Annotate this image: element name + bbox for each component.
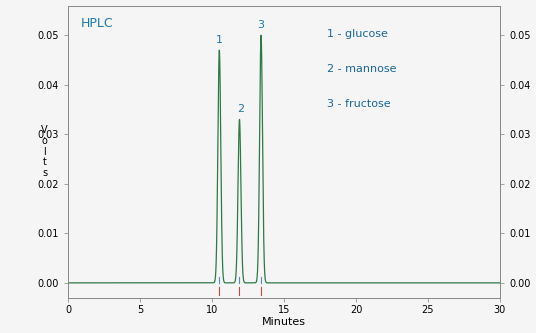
Text: 3 - fructose: 3 - fructose xyxy=(327,99,391,109)
Text: HPLC: HPLC xyxy=(81,17,114,30)
Text: 1 - glucose: 1 - glucose xyxy=(327,29,388,39)
Text: 3: 3 xyxy=(257,20,264,30)
Text: V
o
l
t
s: V o l t s xyxy=(41,125,48,178)
Text: 2: 2 xyxy=(236,105,244,115)
Text: 1: 1 xyxy=(216,35,223,45)
Text: 2 - mannose: 2 - mannose xyxy=(327,64,397,74)
X-axis label: Minutes: Minutes xyxy=(262,317,306,327)
